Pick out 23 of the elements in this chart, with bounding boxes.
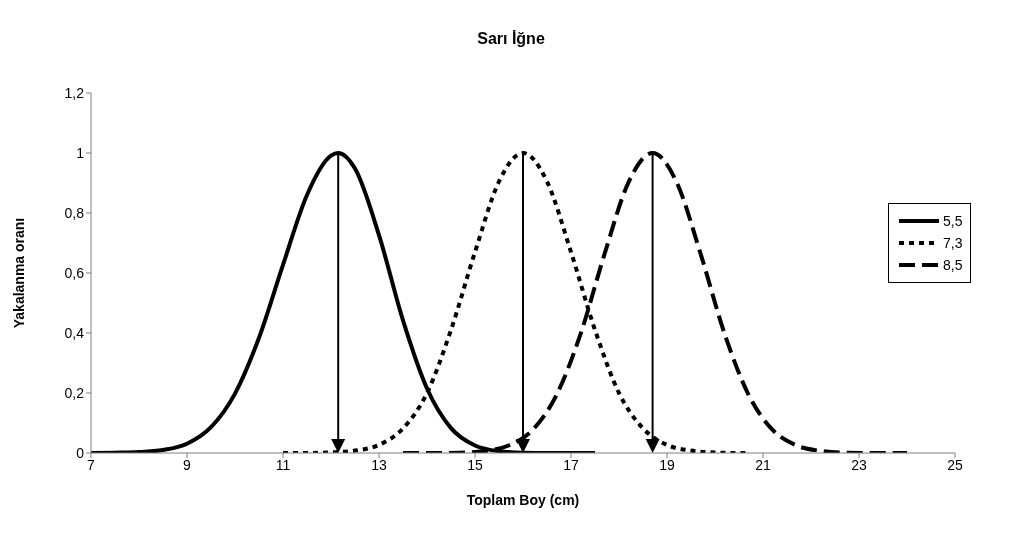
x-tick-label: 9 <box>183 456 192 473</box>
y-tick-label: 0,6 <box>64 264 85 281</box>
x-tick-label: 23 <box>851 456 867 473</box>
y-tick-label: 0,8 <box>64 204 85 221</box>
x-tick-label: 7 <box>87 456 96 473</box>
x-tick-label: 17 <box>563 456 579 473</box>
y-tick-label: 0 <box>76 444 85 461</box>
x-tick-label: 19 <box>659 456 675 473</box>
legend-label: 5,5 <box>943 213 963 229</box>
y-axis-title: Yakalanma oranı <box>10 217 27 329</box>
x-axis-title: Toplam Boy (cm) <box>466 492 580 508</box>
legend-label: 8,5 <box>943 257 963 273</box>
x-tick-label: 11 <box>275 456 291 473</box>
x-tick-label: 15 <box>467 456 483 473</box>
x-tick-label: 25 <box>947 456 963 473</box>
x-tick-label: 21 <box>755 456 771 473</box>
chart-title: Sarı İğne <box>476 30 546 48</box>
x-tick-label: 13 <box>371 456 387 473</box>
legend-label: 7,3 <box>943 235 963 251</box>
y-tick-label: 0,2 <box>64 384 85 401</box>
y-tick-label: 0,4 <box>64 324 85 341</box>
y-tick-label: 1,2 <box>64 84 85 101</box>
y-tick-label: 1 <box>76 144 85 161</box>
